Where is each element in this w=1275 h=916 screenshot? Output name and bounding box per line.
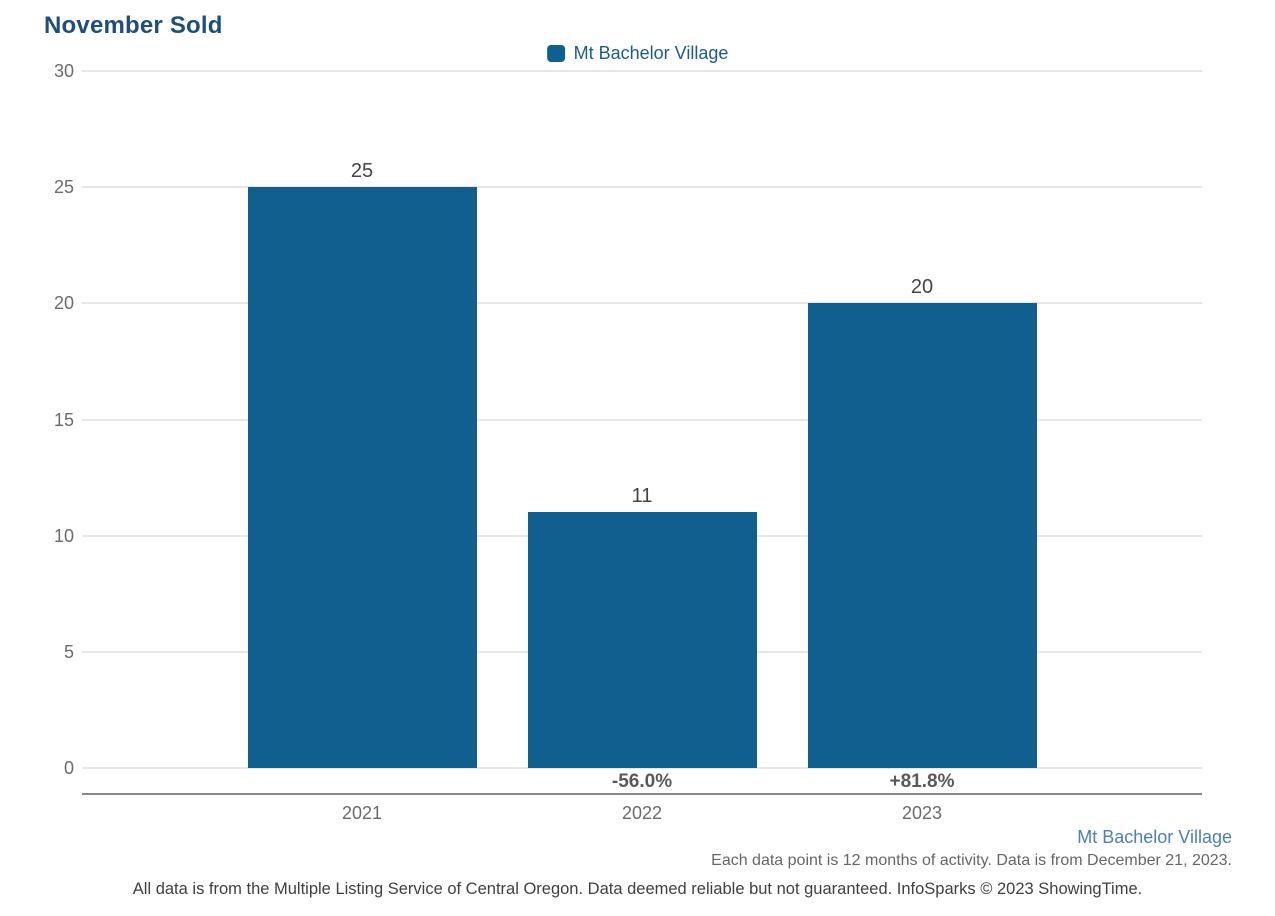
chart-legend: Mt Bachelor Village bbox=[546, 43, 729, 64]
y-tick-label-0: 0 bbox=[63, 758, 74, 778]
bar-2023[interactable] bbox=[807, 303, 1037, 768]
y-tick-label-20: 20 bbox=[53, 293, 74, 314]
attribution-footer: All data is from the Multiple Listing Se… bbox=[132, 880, 1143, 898]
y-tick-label-15: 15 bbox=[53, 409, 74, 430]
chart-title: November Sold bbox=[44, 12, 223, 39]
bar-2022[interactable] bbox=[527, 512, 757, 768]
footer-series-label: Mt Bachelor Village bbox=[1077, 827, 1232, 847]
legend-swatch-icon bbox=[546, 45, 565, 62]
bar-2021[interactable] bbox=[247, 187, 477, 768]
bar-value-label-2022: 11 bbox=[631, 485, 653, 508]
gridline-25 bbox=[82, 186, 1202, 189]
chart-plot-area: 0 5 10 15 20 25 30 25 2021 11 -56.0% 2022 20 +81.8% 20… bbox=[54, 61, 1202, 823]
bar-value-label-2023: 20 bbox=[910, 276, 934, 299]
pct-change-label-2022: -56.0% bbox=[611, 771, 673, 792]
x-axis-label-2021: 2021 bbox=[341, 803, 383, 823]
legend-series-label: Mt Bachelor Village bbox=[573, 43, 729, 63]
y-tick-label-10: 10 bbox=[53, 525, 74, 546]
x-axis-label-2022: 2022 bbox=[621, 803, 663, 823]
gridline-0 bbox=[82, 767, 1202, 769]
data-period-note: Each data point is 12 months of activity… bbox=[711, 852, 1232, 869]
pct-change-label-2023: +81.8% bbox=[889, 771, 955, 792]
gridline-15 bbox=[82, 418, 1202, 421]
bar-value-label-2021: 25 bbox=[350, 160, 374, 183]
y-tick-label-30: 30 bbox=[53, 61, 74, 81]
x-axis-label-2023: 2023 bbox=[901, 803, 943, 823]
y-tick-label-5: 5 bbox=[63, 641, 74, 662]
y-tick-label-25: 25 bbox=[53, 177, 74, 198]
gridline-20 bbox=[82, 302, 1202, 305]
gridline-30 bbox=[82, 70, 1202, 72]
x-axis-line bbox=[82, 793, 1202, 795]
